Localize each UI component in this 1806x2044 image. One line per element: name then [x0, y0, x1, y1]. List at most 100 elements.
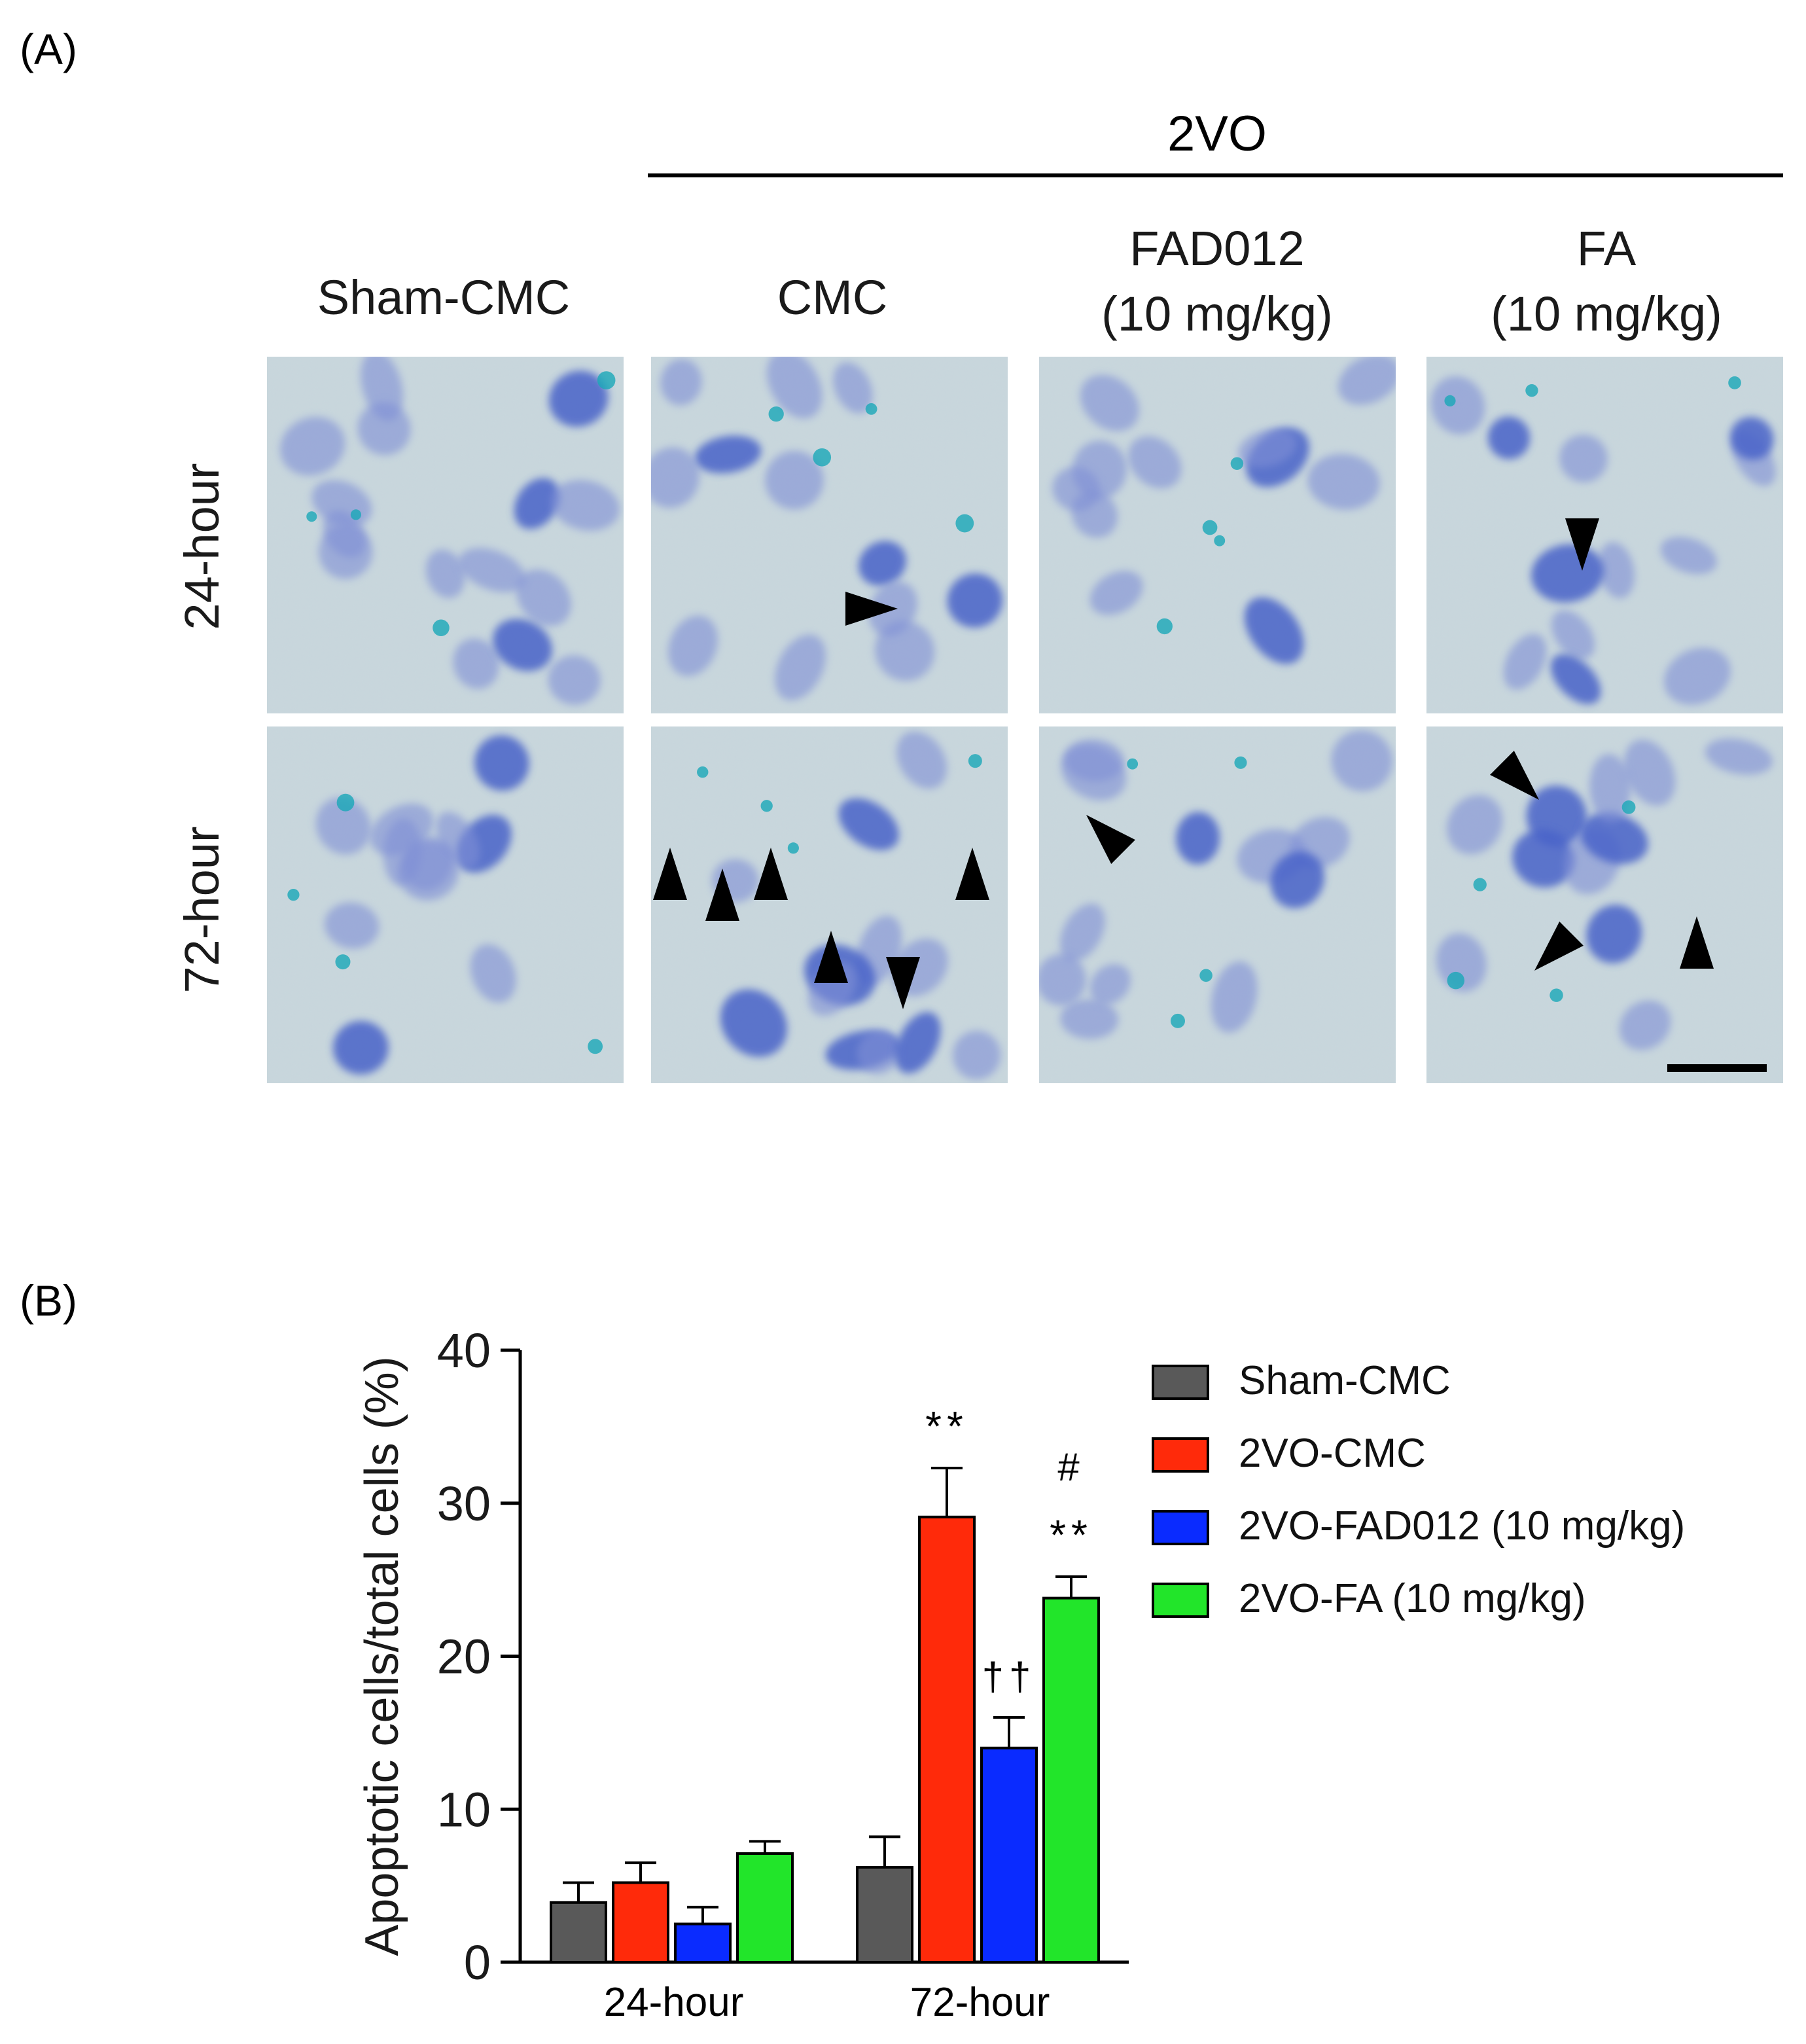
cyan-stain-spot — [1525, 384, 1538, 397]
significance-annotation: ** — [1050, 1511, 1093, 1558]
cyan-stain-spot — [968, 754, 982, 768]
stained-nucleus — [1550, 654, 1601, 704]
stained-nucleus — [1089, 571, 1143, 615]
column-header-cmc: CMC — [777, 270, 888, 325]
bar-chart: Apoptotic cells/total cells (%) 0 10 20 30 4… — [356, 1323, 1685, 2025]
stained-nucleus — [896, 731, 947, 789]
stained-nucleus — [720, 989, 787, 1057]
arrowhead-marker — [886, 957, 920, 1009]
stained-nucleus — [1487, 416, 1531, 459]
tile-cells — [1436, 738, 1773, 1050]
cyan-stain-spot — [306, 511, 317, 522]
cyan-stain-spot — [1127, 758, 1139, 770]
significance-annotation: # — [1057, 1445, 1084, 1489]
stained-nucleus — [1270, 852, 1324, 908]
cyan-stain-spot — [697, 766, 709, 778]
stained-nucleus — [1080, 374, 1139, 431]
stained-nucleus — [1512, 829, 1575, 888]
significance-annotation: ** — [925, 1403, 968, 1450]
stained-nucleus — [1331, 730, 1393, 791]
stained-nucleus — [493, 619, 552, 672]
stained-nucleus — [1060, 999, 1119, 1039]
micrograph-tile-r1-c2 — [1039, 726, 1396, 1083]
bar — [1042, 1596, 1100, 1964]
arrowhead-marker — [814, 931, 848, 983]
stained-nucleus — [425, 549, 465, 598]
stained-nucleus — [775, 634, 826, 701]
stained-nucleus — [1586, 905, 1642, 963]
stained-nucleus — [1598, 542, 1635, 599]
stained-nucleus — [550, 480, 620, 531]
y-tick-label: 0 — [464, 1935, 491, 1990]
stained-nucleus — [361, 357, 403, 421]
column-header-fa-dose: (10 mg/kg) — [1491, 287, 1722, 341]
stained-nucleus — [857, 1030, 900, 1075]
stained-nucleus — [1307, 454, 1380, 510]
legend-swatch — [1152, 1437, 1209, 1473]
stained-nucleus — [1176, 812, 1220, 865]
stained-nucleus — [833, 362, 873, 414]
cyan-stain-spot — [1170, 1013, 1185, 1028]
bar — [856, 1866, 913, 1963]
legend-label: 2VO-FAD012 (10 mg/kg) — [1239, 1503, 1685, 1549]
arrowhead-marker — [1086, 815, 1135, 864]
arrowhead-marker — [1565, 518, 1599, 571]
cyan-stain-spot — [1199, 969, 1213, 982]
stained-nucleus — [694, 435, 762, 474]
stained-nucleus — [1089, 963, 1131, 1005]
tile-cells — [287, 735, 603, 1075]
tile-cells — [651, 357, 1003, 701]
cyan-stain-spot — [1214, 535, 1226, 547]
cyan-stain-spot — [350, 509, 362, 520]
significance-annotation: †† — [982, 1655, 1036, 1698]
cyan-stain-spot — [1621, 800, 1636, 814]
legend-swatch — [1152, 1510, 1209, 1545]
arrowhead-marker — [955, 848, 989, 900]
stained-nucleus — [765, 450, 824, 510]
arrowhead-marker — [653, 848, 687, 900]
cyan-stain-spot — [336, 793, 355, 812]
tile-cells — [1039, 730, 1393, 1039]
y-tick-label: 10 — [437, 1782, 491, 1837]
stained-nucleus — [1503, 634, 1547, 690]
y-tick-label: 30 — [437, 1477, 491, 1531]
bar — [674, 1922, 732, 1963]
y-axis-ticks: 0 10 20 30 40 — [437, 1323, 520, 1990]
stained-nucleus — [332, 1020, 389, 1075]
cyan-stain-spot — [588, 1039, 603, 1054]
cyan-stain-spot — [955, 514, 974, 533]
stained-nucleus — [1238, 429, 1297, 468]
stained-nucleus — [766, 357, 823, 419]
legend-label: Sham-CMC — [1239, 1358, 1451, 1403]
cyan-stain-spot — [1549, 988, 1563, 1002]
legend-label: 2VO-FA (10 mg/kg) — [1239, 1576, 1586, 1621]
stained-nucleus — [1447, 795, 1503, 855]
cyan-stain-spot — [865, 403, 877, 415]
stained-nucleus — [319, 524, 373, 579]
micrograph-grid — [267, 357, 1783, 1083]
stained-nucleus — [383, 818, 421, 886]
x-axis-ticks: 24-hour 72-hour — [604, 1980, 1050, 2025]
bar — [550, 1901, 607, 1963]
tile-cells — [1430, 376, 1776, 705]
stained-nucleus — [548, 655, 601, 705]
micrograph-tile-r0-c1 — [651, 357, 1008, 713]
stained-nucleus — [470, 944, 516, 1003]
tile-texture — [1426, 357, 1783, 713]
stained-nucleus — [459, 548, 526, 592]
stained-nucleus — [1128, 436, 1182, 489]
y-axis-label: Apoptotic cells/total cells (%) — [356, 1356, 408, 1956]
stained-nucleus — [516, 569, 571, 626]
stained-nucleus — [952, 1030, 1001, 1080]
stained-nucleus — [1623, 739, 1676, 806]
stained-nucleus — [1061, 745, 1127, 800]
cyan-stain-spot — [768, 406, 784, 422]
bar-series: ** †† # ** — [550, 1403, 1100, 1964]
y-tick-label: 20 — [437, 1630, 491, 1684]
cyan-stain-spot — [1230, 457, 1244, 470]
cyan-stain-spot — [1447, 971, 1465, 990]
cyan-stain-spot — [787, 842, 799, 854]
arrowhead-marker — [1534, 922, 1584, 971]
tile-cells — [280, 357, 620, 705]
